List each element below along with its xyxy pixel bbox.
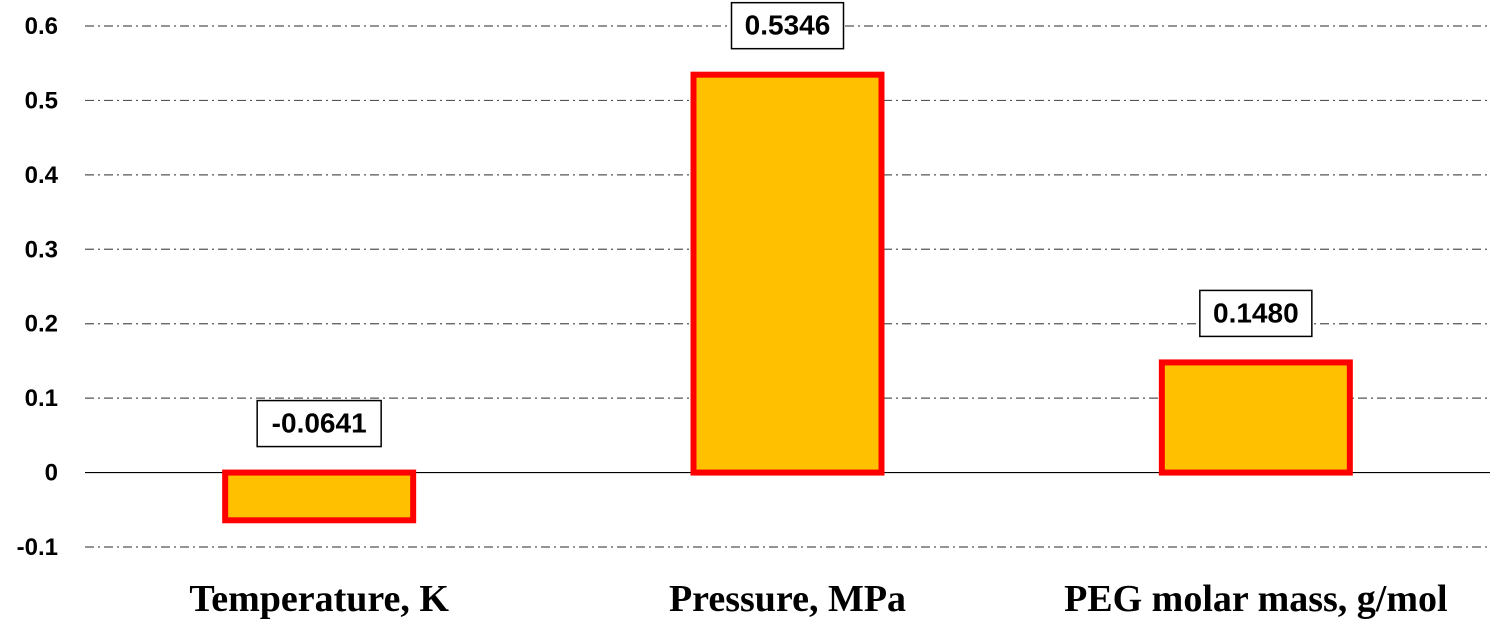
y-tick-label: 0 <box>45 460 58 487</box>
y-tick-label: 0.1 <box>25 385 58 412</box>
y-tick-label: 0.5 <box>25 87 58 114</box>
data-label-box <box>1199 289 1313 338</box>
y-tick-label: 0.4 <box>25 162 59 189</box>
y-tick-label: 0.2 <box>25 311 58 338</box>
category-label: Temperature, K <box>189 578 449 620</box>
y-tick-label: 0.6 <box>25 13 58 40</box>
category-label: PEG molar mass, g/mol <box>1064 578 1448 620</box>
data-label: 0.1480 <box>1213 297 1299 328</box>
data-label: -0.0641 <box>272 408 367 439</box>
category-labels: Temperature, K Pressure, MPa PEG molar mas… <box>189 578 1447 620</box>
y-tick-label: 0.3 <box>25 236 58 263</box>
category-label: Pressure, MPa <box>669 578 906 620</box>
data-labels: -0.0641 0.5346 0.1480 <box>256 1 1313 448</box>
y-tick-label: -0.1 <box>17 534 58 561</box>
bars <box>222 71 1353 524</box>
bar <box>222 469 417 524</box>
bar <box>690 71 885 476</box>
data-label-box <box>730 1 845 50</box>
data-label-box <box>256 399 382 448</box>
y-axis-tick-labels: -0.1 0 0.1 0.2 0.3 0.4 0.5 0.6 <box>17 13 59 561</box>
bar <box>1158 359 1353 476</box>
data-label: 0.5346 <box>745 10 831 41</box>
